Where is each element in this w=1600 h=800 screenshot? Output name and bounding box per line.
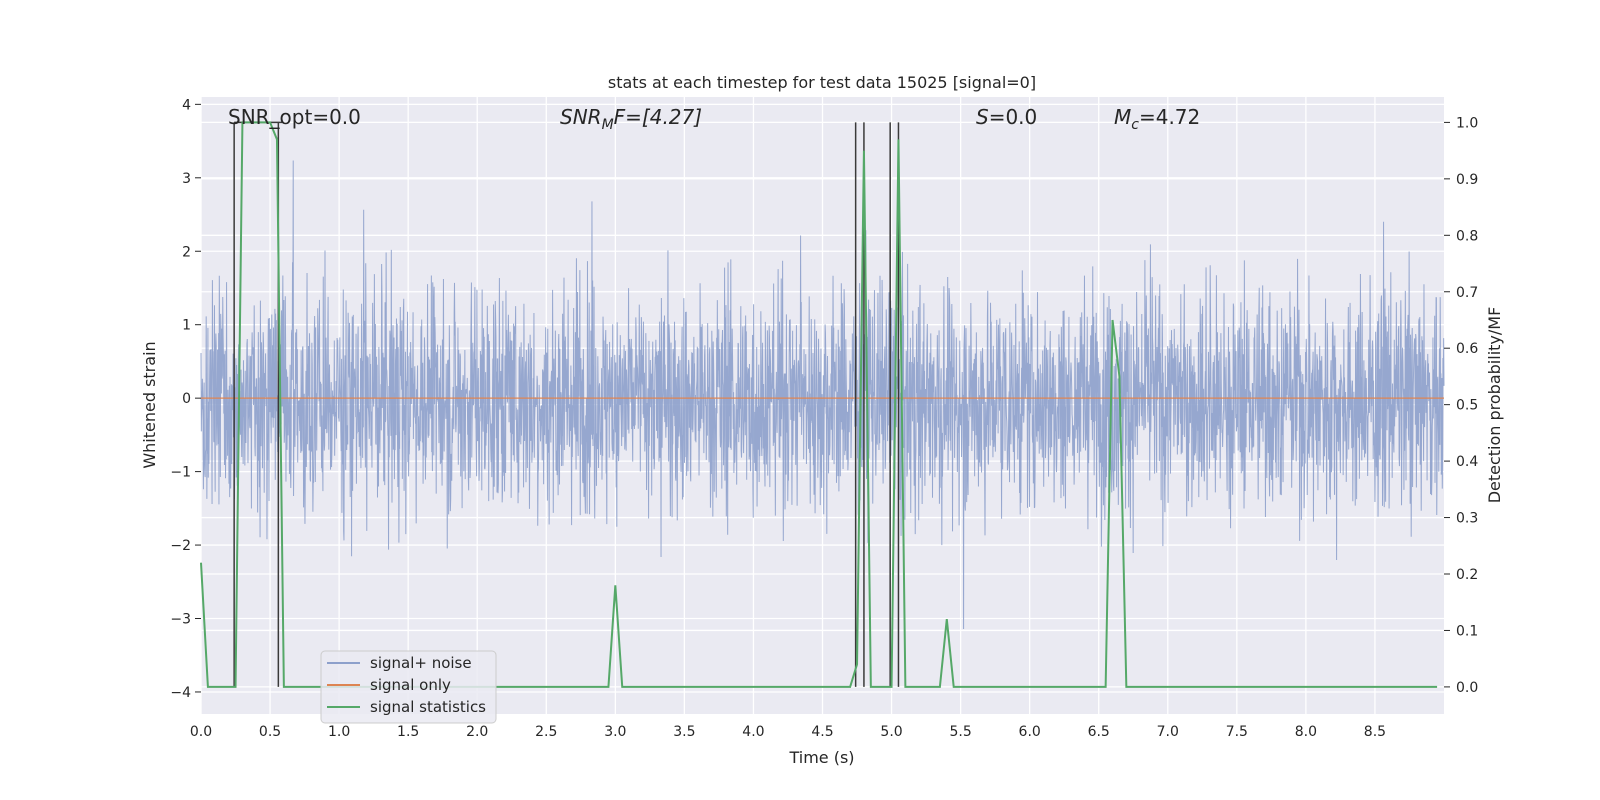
y-axis-right: 0.0 0.1 0.2 0.3 0.4 0.5 0.6 0.7 0.8 0.9 1.0 [1444,115,1478,696]
x-axis-label: Time (s) [788,748,854,767]
x-tick-label-7: 3.5 [673,724,695,740]
y-tick-label-6: 2 [182,244,191,260]
y2-tick-label-0: 0.0 [1456,680,1478,696]
x-tick-label-1: 0.5 [259,724,281,740]
y2-tick-label-9: 0.9 [1456,172,1478,188]
legend-label-signal-noise: signal+ noise [370,654,472,672]
x-tick-label-5: 2.5 [535,724,557,740]
x-tick-label-14: 7.0 [1157,724,1179,740]
series-signal-noise [200,160,1445,630]
x-tick-label-3: 1.5 [397,724,419,740]
annotation-snr-opt: SNR_opt=0.0 [228,105,361,129]
legend-label-signal-statistics: signal statistics [370,698,486,716]
y-tick-label-2: −2 [170,538,191,554]
x-tick-label-10: 5.0 [880,724,902,740]
y-axis-label: Whitened strain [140,341,159,468]
chart-title: stats at each timestep for test data 150… [608,73,1036,92]
legend: signal+ noise signal only signal statist… [320,650,497,724]
annotation-snr-mf: SNRMF=[4.27] [560,105,702,133]
x-tick-label-8: 4.0 [742,724,764,740]
x-tick-label-16: 8.0 [1295,724,1317,740]
y2-tick-label-6: 0.6 [1456,341,1478,357]
x-tick-label-17: 8.5 [1364,724,1386,740]
y2-tick-label-7: 0.7 [1456,285,1478,301]
annotation-mc-sub: c [1131,117,1139,133]
y2-tick-label-2: 0.2 [1456,567,1478,583]
x-tick-label-0: 0.0 [190,724,212,740]
annotation-mc: Mc=4.72 [1114,105,1200,133]
legend-label-signal-only: signal only [370,676,451,694]
y-tick-label-5: 1 [182,318,191,334]
y2-tick-label-3: 0.3 [1456,511,1478,527]
y-tick-label-1: −3 [170,612,191,628]
x-tick-label-12: 6.0 [1019,724,1041,740]
signal-noise-line [200,160,1445,630]
annotation-mc-rest: =4.72 [1139,105,1200,129]
annotation-s: S=0.0 [976,105,1037,129]
x-tick-label-11: 5.5 [949,724,971,740]
y2-tick-label-1: 0.1 [1456,623,1478,639]
legend-box [320,650,497,724]
y2-tick-label-5: 0.5 [1456,398,1478,414]
y2-axis-label: Detection probability/MF [1485,307,1504,504]
annotation-snr-mf-main: SNR [560,105,602,129]
annotation-s-main: S [976,105,989,129]
x-tick-label-9: 4.5 [811,724,833,740]
y2-tick-label-4: 0.4 [1456,454,1478,470]
x-tick-label-2: 1.0 [328,724,350,740]
y-tick-label-8: 4 [182,97,191,113]
annotation-snr-mf-sub: M [602,117,614,133]
y-tick-label-4: 0 [182,391,191,407]
x-tick-label-13: 6.5 [1088,724,1110,740]
annotation-snr-mf-rest: F=[4.27] [614,105,702,129]
x-tick-label-6: 3.0 [604,724,626,740]
y-tick-label-7: 3 [182,171,191,187]
series-signal-statistics [200,121,1438,688]
x-tick-label-15: 7.5 [1226,724,1248,740]
x-axis: 0.0 0.5 1.0 1.5 2.0 2.5 3.0 3.5 4.0 4.5 5.0 5.5 6.0 6… [190,724,1386,740]
annotation-mc-main: M [1114,105,1131,129]
y-tick-label-3: −1 [170,465,191,481]
y-axis-left: −4 −3 −2 −1 0 1 2 3 4 [170,97,201,701]
y2-tick-label-10: 1.0 [1456,115,1478,131]
y-tick-label-0: −4 [170,685,191,701]
y2-tick-label-8: 0.8 [1456,228,1478,244]
x-tick-label-4: 2.0 [466,724,488,740]
annotation-s-rest: =0.0 [989,105,1038,129]
signal-statistics-line [200,121,1438,688]
